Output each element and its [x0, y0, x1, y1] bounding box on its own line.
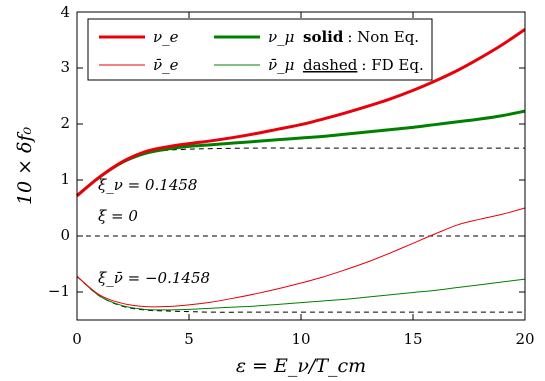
y-tick-label: 0: [60, 226, 70, 244]
y-tick-label: 1: [60, 170, 70, 188]
legend-solid-key: solid: [303, 28, 344, 46]
annotation-xi-zero: ξ = 0: [98, 207, 138, 225]
series-line: [76, 207, 526, 308]
y-axis-label: 10 × δf₀: [14, 126, 36, 205]
legend-dashed-key: dashed: [303, 56, 358, 74]
x-tick-label: 15: [403, 330, 422, 348]
annotation-xi-nu: ξ_ν = 0.1458: [98, 176, 197, 194]
series-line: [76, 28, 526, 197]
legend-solid-text: : Non Eq.: [347, 28, 419, 46]
y-tick-label: 3: [60, 58, 70, 76]
x-tick-label: 10: [291, 330, 310, 348]
legend: ν_e ν̄_e ν_μ ν̄_μ solid: Non Eq. dashed:…: [87, 18, 433, 81]
legend-dashed-text: : FD Eq.: [361, 56, 423, 74]
x-axis-label: ε = E_ν/T_cm: [236, 355, 366, 377]
legend-label-nu-e: ν_e: [153, 28, 179, 46]
y-tick-label: −1: [48, 282, 70, 300]
series-line: [76, 109, 526, 197]
legend-label-nubar-mu: ν̄_μ: [268, 56, 294, 74]
x-tick-label: 5: [184, 330, 194, 348]
series-line: [76, 275, 525, 313]
legend-solid-note: solid: Non Eq.: [303, 28, 419, 46]
x-tick-label: 0: [72, 330, 82, 348]
y-tick-label: 4: [60, 3, 70, 21]
legend-dashed-note: dashed: FD Eq.: [303, 56, 424, 74]
legend-label-nubar-e: ν̄_e: [153, 56, 179, 74]
x-tick-label: 20: [515, 330, 534, 348]
series-line: [76, 275, 526, 311]
legend-box: [87, 18, 433, 81]
tick-marks: [76, 11, 526, 320]
legend-label-nu-mu: ν_μ: [268, 28, 294, 46]
y-tick-label: 2: [60, 114, 70, 132]
plot-lines: [76, 28, 526, 313]
annotation-xi-nubar: ξ_ν̄ = −0.1458: [98, 269, 210, 287]
